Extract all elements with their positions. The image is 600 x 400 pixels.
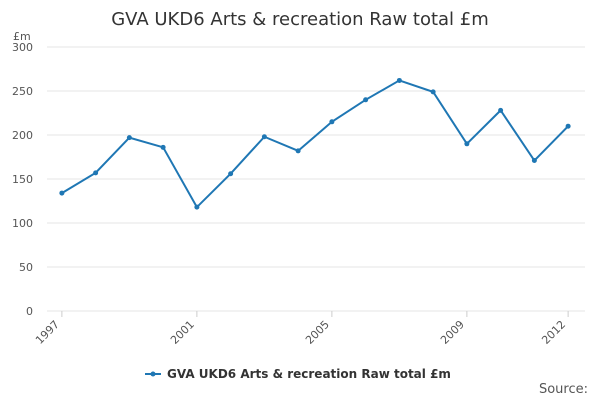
y-tick-label-0: 0 [26,305,33,318]
data-point-2001 [194,204,200,210]
y-tick-label-150: 150 [12,173,33,186]
y-tick-label-100: 100 [12,217,33,230]
x-tick-label-2005: 2005 [303,318,332,347]
source-label: Source: [539,382,588,397]
data-point-1999 [126,135,132,141]
legend: GVA UKD6 Arts & recreation Raw total £m [145,367,451,381]
y-axis-unit-label: £m [13,30,31,43]
data-point-2006 [363,97,369,103]
chart-title: GVA UKD6 Arts & recreation Raw total £m [111,9,489,30]
y-tick-label-250: 250 [12,85,33,98]
y-tick-label-200: 200 [12,129,33,142]
y-tick-label-300: 300 [12,41,33,54]
y-axis-tick-labels: 0 50 100 150 200 250 300 [12,41,33,318]
data-point-2004 [295,148,301,154]
y-tick-label-50: 50 [19,261,33,274]
data-point-2007 [396,77,402,83]
data-point-2008 [430,89,436,95]
data-point-2010 [498,107,504,113]
gridlines [47,46,585,312]
x-tick-label-1997: 1997 [33,318,62,347]
x-tick-label-2009: 2009 [438,318,467,347]
x-axis-ticks: 1997 2001 2005 2009 2012 [33,311,569,347]
series-line-0 [61,79,569,209]
data-point-2005 [329,119,335,125]
series-layer [59,77,571,210]
legend-marker-icon [150,371,156,377]
data-point-2011 [531,158,537,164]
x-tick-label-2001: 2001 [168,318,197,347]
data-point-2009 [464,141,470,147]
data-point-2012 [565,123,571,129]
data-point-2002 [228,171,234,177]
x-tick-label-2012: 2012 [539,318,568,347]
data-point-1997 [59,190,65,196]
data-point-2000 [160,144,166,150]
data-point-1998 [93,170,99,176]
data-point-2003 [261,134,267,140]
legend-label: GVA UKD6 Arts & recreation Raw total £m [167,367,451,381]
